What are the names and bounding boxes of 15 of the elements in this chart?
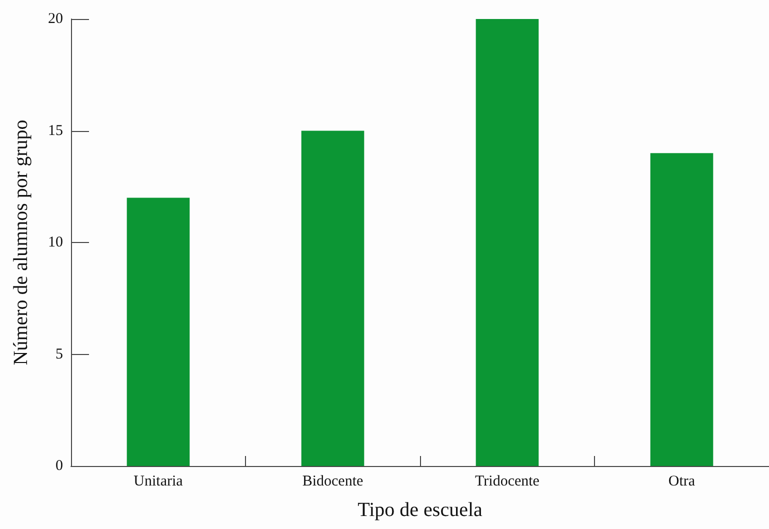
- bar: [476, 19, 539, 466]
- y-tick-label: 5: [56, 346, 63, 362]
- y-tick-label: 20: [48, 11, 63, 27]
- x-axis-title: Tipo de escuela: [358, 499, 483, 521]
- y-tick-label: 0: [56, 458, 63, 474]
- y-tick-label: 15: [48, 122, 63, 139]
- bar: [126, 198, 190, 466]
- x-tick-label: Otra: [668, 474, 696, 490]
- bar: [650, 153, 714, 466]
- x-tick-label: Unitaria: [134, 474, 184, 490]
- y-axis-title: Número de alumnos por grupo: [10, 120, 32, 366]
- y-tick-label: 10: [48, 234, 63, 250]
- x-tick-label: Bidocente: [302, 474, 364, 490]
- bar: [301, 130, 364, 466]
- x-tick-label: Tridocente: [475, 474, 540, 490]
